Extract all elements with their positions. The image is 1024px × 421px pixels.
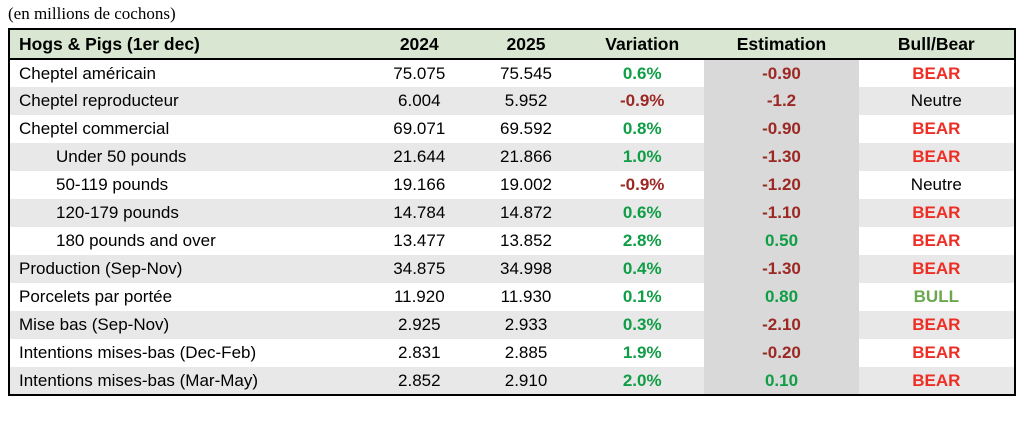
estimation-value: -1.10 bbox=[704, 199, 859, 227]
table-row: Cheptel commercial 69.071 69.592 0.8% -0… bbox=[9, 115, 1015, 143]
value-2024: 69.071 bbox=[393, 119, 446, 138]
variation-value: -0.9% bbox=[620, 91, 665, 110]
value-2025: 19.002 bbox=[500, 175, 552, 194]
row-label: 50-119 pounds bbox=[56, 175, 169, 194]
estimation-value: -0.90 bbox=[704, 115, 859, 143]
value-2025: 75.545 bbox=[500, 63, 552, 83]
value-2024: 2.831 bbox=[398, 343, 441, 362]
variation-value: 0.3% bbox=[622, 315, 662, 334]
value-2025: 14.872 bbox=[500, 203, 552, 222]
value-2024: 14.784 bbox=[393, 203, 446, 222]
value-2024: 11.920 bbox=[393, 287, 445, 306]
estimation-value: -0.20 bbox=[704, 339, 859, 367]
row-label: Intentions mises-bas (Mar-May) bbox=[19, 370, 259, 390]
estimation-value: 0.10 bbox=[704, 367, 859, 395]
table-row: Production (Sep-Nov) 34.875 34.998 0.4% … bbox=[9, 255, 1015, 283]
row-label: Intentions mises-bas (Dec-Feb) bbox=[19, 343, 257, 362]
row-label: Production (Sep-Nov) bbox=[19, 259, 183, 278]
signal-badge: BEAR bbox=[912, 370, 961, 390]
estimation-value: 0.80 bbox=[704, 283, 859, 311]
value-2024: 6.004 bbox=[398, 91, 441, 110]
row-label: Under 50 pounds bbox=[56, 147, 187, 166]
value-2024: 19.166 bbox=[393, 175, 446, 194]
table-row: 120-179 pounds 14.784 14.872 0.6% -1.10 … bbox=[9, 199, 1015, 227]
table-row: Intentions mises-bas (Mar-May) 2.852 2.9… bbox=[9, 367, 1015, 395]
value-2025: 69.592 bbox=[500, 119, 552, 138]
value-2024: 34.875 bbox=[393, 259, 446, 278]
header-2025: 2025 bbox=[471, 29, 581, 60]
signal-badge: BEAR bbox=[912, 343, 961, 362]
value-2025: 5.952 bbox=[504, 91, 548, 110]
value-2025: 2.910 bbox=[504, 370, 548, 390]
value-2024: 2.925 bbox=[398, 315, 441, 334]
signal-badge: BEAR bbox=[912, 259, 961, 278]
signal-badge: BEAR bbox=[912, 315, 961, 334]
variation-value: 2.0% bbox=[622, 370, 662, 390]
value-2025: 13.852 bbox=[500, 231, 552, 250]
variation-value: 1.9% bbox=[622, 343, 662, 362]
value-2024: 2.852 bbox=[398, 370, 441, 390]
signal-badge: BEAR bbox=[912, 231, 961, 250]
value-2024: 21.644 bbox=[393, 147, 446, 166]
header-bullbear: Bull/Bear bbox=[858, 29, 1015, 60]
value-2025: 2.933 bbox=[504, 315, 548, 334]
signal-badge: Neutre bbox=[910, 91, 962, 110]
header-2024: 2024 bbox=[366, 29, 472, 60]
value-2025: 11.930 bbox=[500, 287, 552, 306]
row-label: Cheptel reproducteur bbox=[19, 91, 179, 110]
variation-value: 1.0% bbox=[622, 147, 662, 166]
header-title: Hogs & Pigs (1er dec) bbox=[9, 29, 367, 60]
table-row: 180 pounds and over 13.477 13.852 2.8% 0… bbox=[9, 227, 1015, 255]
variation-value: 2.8% bbox=[622, 231, 662, 250]
value-2024: 13.477 bbox=[393, 231, 446, 250]
header-row: Hogs & Pigs (1er dec) 2024 2025 Variatio… bbox=[9, 29, 1015, 60]
table-row: Porcelets par portée 11.920 11.930 0.1% … bbox=[9, 283, 1015, 311]
page: (en millions de cochons) Hogs & Pigs (1e… bbox=[8, 4, 1016, 396]
row-label: Mise bas (Sep-Nov) bbox=[19, 315, 170, 334]
signal-badge: BEAR bbox=[912, 203, 961, 222]
row-label: Cheptel commercial bbox=[19, 119, 170, 138]
estimation-value: -1.30 bbox=[704, 143, 859, 171]
variation-value: 0.6% bbox=[622, 63, 662, 83]
value-2025: 21.866 bbox=[500, 147, 552, 166]
hogs-pigs-table: Hogs & Pigs (1er dec) 2024 2025 Variatio… bbox=[8, 28, 1016, 396]
variation-value: 0.8% bbox=[622, 119, 662, 138]
variation-value: 0.1% bbox=[622, 287, 662, 306]
table-row: Cheptel reproducteur 6.004 5.952 -0.9% -… bbox=[9, 87, 1015, 115]
table-row: Mise bas (Sep-Nov) 2.925 2.933 0.3% -2.1… bbox=[9, 311, 1015, 339]
row-label: Cheptel américain bbox=[19, 63, 157, 83]
value-2025: 2.885 bbox=[504, 343, 548, 362]
row-label: 120-179 pounds bbox=[56, 203, 179, 222]
signal-badge: BEAR bbox=[912, 147, 961, 166]
value-2025: 34.998 bbox=[500, 259, 552, 278]
estimation-value: -0.90 bbox=[704, 59, 859, 87]
signal-badge: BEAR bbox=[912, 63, 961, 83]
table-caption: (en millions de cochons) bbox=[8, 4, 176, 23]
signal-badge: BULL bbox=[913, 287, 959, 306]
estimation-value: -1.2 bbox=[704, 87, 859, 115]
table-row: Intentions mises-bas (Dec-Feb) 2.831 2.8… bbox=[9, 339, 1015, 367]
estimation-value: 0.50 bbox=[704, 227, 859, 255]
table-row: 50-119 pounds 19.166 19.002 -0.9% -1.20 … bbox=[9, 171, 1015, 199]
estimation-value: -2.10 bbox=[704, 311, 859, 339]
row-label: Porcelets par portée bbox=[19, 287, 173, 306]
variation-value: 0.4% bbox=[622, 259, 662, 278]
estimation-value: -1.20 bbox=[704, 171, 859, 199]
variation-value: -0.9% bbox=[620, 175, 665, 194]
value-2024: 75.075 bbox=[393, 63, 446, 83]
header-estimation: Estimation bbox=[704, 29, 859, 60]
row-label: 180 pounds and over bbox=[56, 231, 216, 250]
signal-badge: BEAR bbox=[912, 119, 961, 138]
table-row: Cheptel américain 75.075 75.545 0.6% -0.… bbox=[9, 59, 1015, 87]
table-row: Under 50 pounds 21.644 21.866 1.0% -1.30… bbox=[9, 143, 1015, 171]
header-variation: Variation bbox=[580, 29, 705, 60]
estimation-value: -1.30 bbox=[704, 255, 859, 283]
signal-badge: Neutre bbox=[910, 175, 962, 194]
variation-value: 0.6% bbox=[622, 203, 662, 222]
